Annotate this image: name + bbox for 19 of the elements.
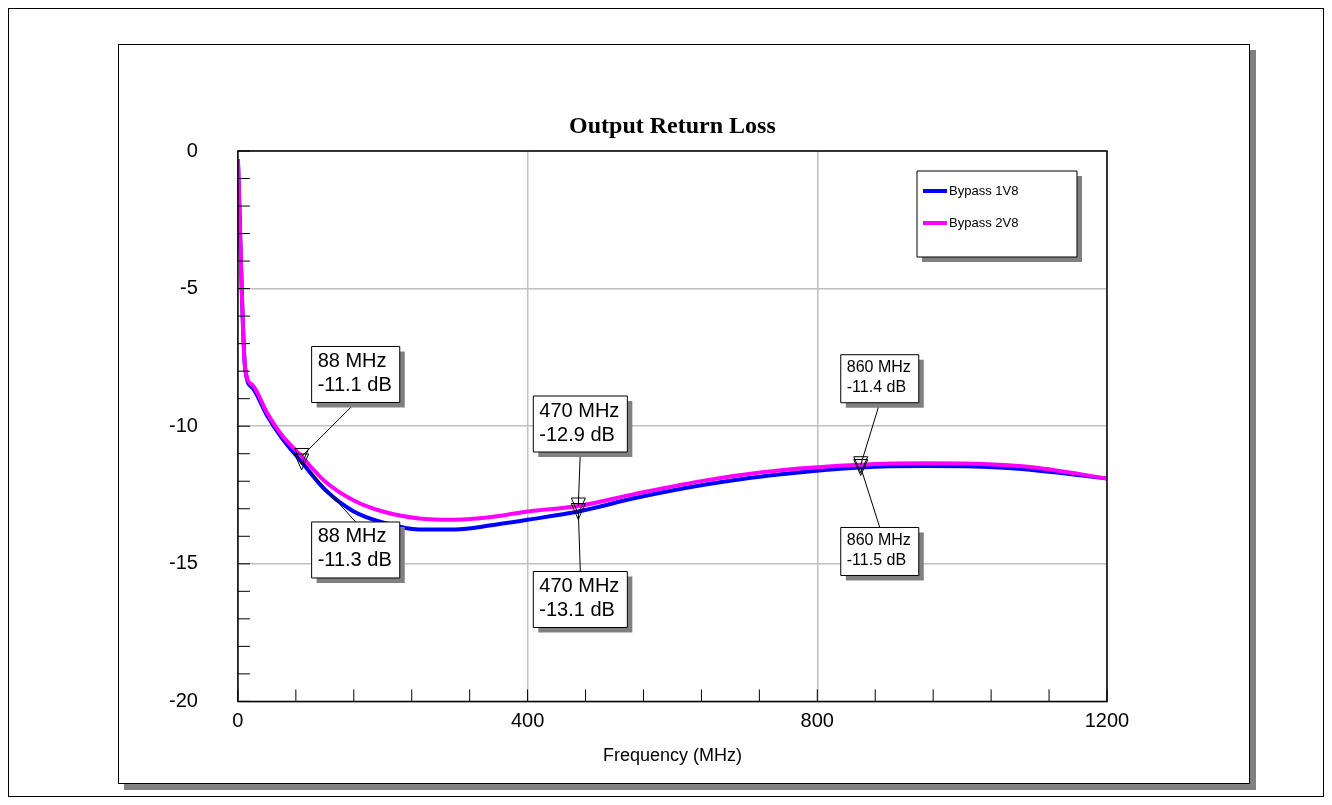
y-tick-label: -20 [169,688,198,711]
x-tick-label: 0 [232,708,244,731]
annotation: 470 MHz -12.9 dB [539,398,620,445]
y-tick-label: -5 [180,276,198,299]
annotation: 88 MHz -11.1 dB [317,348,392,395]
x-tick-label: 800 [800,708,834,731]
chart-title: Output Return Loss [569,112,776,139]
y-tick-label: -15 [169,551,198,574]
legend-label: Bypass 1V8 [949,182,1019,198]
y-tick-label: 0 [186,138,198,161]
annotation: 860 MHz -11.4 dB [846,358,911,396]
x-tick-label: 400 [510,708,545,731]
annotation: 860 MHz -11.5 dB [846,530,911,568]
x-axis-title: Frequency (MHz) [602,745,742,766]
legend-label: Bypass 2V8 [949,214,1019,230]
y-tick-label: -10 [169,413,198,436]
x-tick-label: 1200 [1084,708,1130,731]
annotation: 88 MHz -11.3 dB [317,524,392,571]
annotation: 470 MHz -13.1 dB [539,574,620,621]
